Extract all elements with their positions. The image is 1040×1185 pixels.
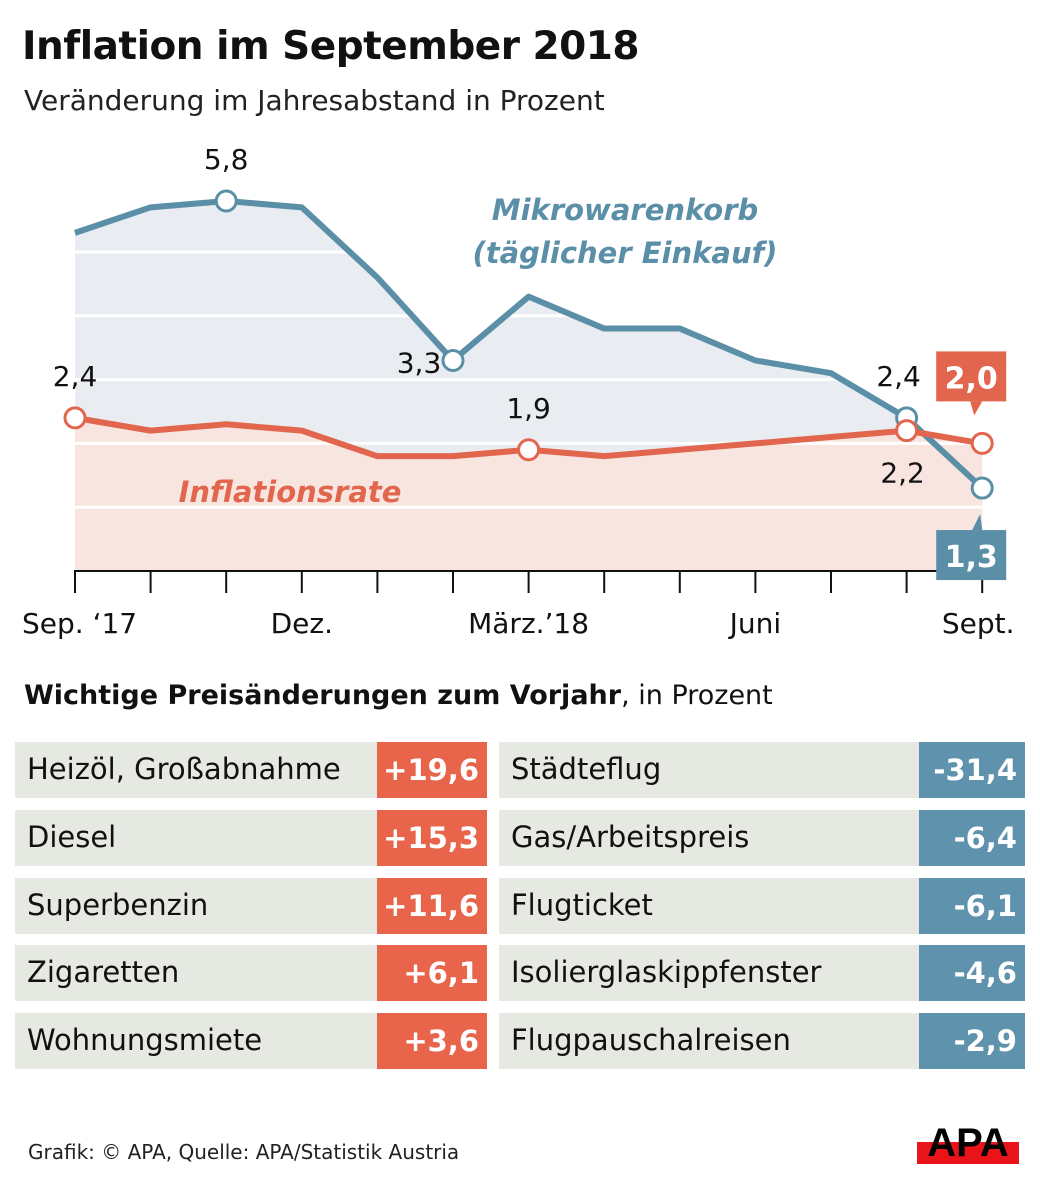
item-label: Isolierglaskippfenster xyxy=(511,955,822,990)
series-name-label: Inflationsrate xyxy=(179,475,402,509)
x-tick-label: Juni xyxy=(728,607,782,640)
item-label: Gas/Arbeitspreis xyxy=(511,819,750,854)
item-label: Heizöl, Großabnahme xyxy=(27,752,341,786)
chart-subtitle: Veränderung im Jahresabstand in Prozent xyxy=(24,84,605,117)
table-row: Städteflug -31,4 xyxy=(499,742,1025,798)
data-point xyxy=(63,406,87,430)
decrease-value: -4,6 xyxy=(919,945,1025,1002)
table-row: Wohnungsmiete +3,6 xyxy=(15,1013,487,1070)
data-label: 1,9 xyxy=(506,392,551,425)
item-label: Wohnungsmiete xyxy=(27,1023,263,1058)
value-box-pointer xyxy=(972,514,983,531)
item-label: Zigaretten xyxy=(27,955,180,990)
increase-value: +15,3 xyxy=(377,809,487,866)
table-row: Isolierglaskippfenster -4,6 xyxy=(499,945,1025,1002)
value-box xyxy=(936,351,1007,402)
data-point xyxy=(895,419,919,443)
table-row: Gas/Arbeitspreis -6,4 xyxy=(499,809,1025,866)
value-box xyxy=(936,530,1007,581)
x-tick-label: Sep. ‘17 xyxy=(22,607,137,640)
table-row: Heizöl, Großabnahme +19,6 xyxy=(15,742,487,798)
table-row: Zigaretten +6,1 xyxy=(15,945,487,1002)
data-point xyxy=(970,431,994,455)
series-name-label: Mikrowarenkorb xyxy=(492,193,759,227)
data-label: 2,2 xyxy=(880,457,925,490)
decrease-value: -31,4 xyxy=(919,742,1025,798)
table-heading-bold: Wichtige Preisänderungen zum Vorjahr xyxy=(24,680,622,711)
increase-value: +3,6 xyxy=(377,1013,487,1070)
data-point xyxy=(441,348,465,372)
data-label: 1,3 xyxy=(945,540,998,575)
series-name-label: (täglicher Einkauf) xyxy=(473,236,778,270)
x-tick-label: Dez. xyxy=(271,607,333,640)
x-tick-label: Sept. xyxy=(942,607,1015,640)
data-label: 2,4 xyxy=(876,360,921,393)
item-label: Diesel xyxy=(27,819,117,854)
decrease-value: -6,4 xyxy=(919,809,1025,866)
data-label: 2,4 xyxy=(53,360,98,393)
item-label: Flugticket xyxy=(511,887,653,922)
table-row: Diesel +15,3 xyxy=(15,809,487,866)
chart-title: Inflation im September 2018 xyxy=(22,24,640,69)
decrease-value: -2,9 xyxy=(919,1013,1025,1070)
svg-text:APA: APA xyxy=(927,1121,1008,1165)
item-label: Städteflug xyxy=(511,752,662,786)
table-row: Flugpauschalreisen -2,9 xyxy=(499,1013,1025,1070)
item-label: Superbenzin xyxy=(27,887,209,922)
data-point xyxy=(970,476,994,500)
table-row: Superbenzin +11,6 xyxy=(15,877,487,934)
data-label: 2,0 xyxy=(945,361,998,396)
apa-logo: APA xyxy=(917,1121,1019,1165)
table-row: Flugticket -6,1 xyxy=(499,877,1025,934)
table-heading: Wichtige Preisänderungen zum Vorjahr, in… xyxy=(24,680,773,711)
data-point xyxy=(517,438,541,462)
data-point xyxy=(214,189,238,213)
line-chart: Sep. ‘17 Dez. März.’18 Juni Sept. 5,8 3,3 2,4 1,… xyxy=(22,143,1015,640)
value-box-pointer xyxy=(970,401,983,416)
increase-value: +11,6 xyxy=(377,877,487,934)
red-area xyxy=(75,417,983,571)
data-label: 5,8 xyxy=(204,143,249,176)
item-label: Flugpauschalreisen xyxy=(511,1023,791,1058)
data-label: 3,3 xyxy=(397,346,442,379)
source-footer: Grafik: © APA, Quelle: APA/Statistik Aus… xyxy=(28,1140,460,1164)
table-heading-rest: , in Prozent xyxy=(621,680,773,711)
increase-value: +6,1 xyxy=(377,945,487,1002)
decrease-value: -6,1 xyxy=(919,877,1025,934)
x-tick-label: März.’18 xyxy=(468,607,589,640)
increase-value: +19,6 xyxy=(377,742,487,798)
